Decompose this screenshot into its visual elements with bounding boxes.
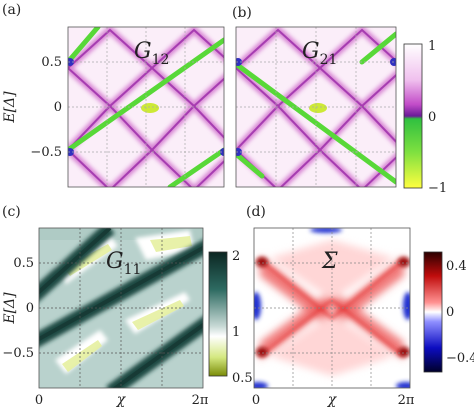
colorbar-c-tick: 0.4	[446, 259, 467, 274]
panel-a-ytick: −0.5	[30, 145, 62, 160]
colorbar-c-gradient	[423, 251, 443, 373]
panel-b-inset-label: G21	[302, 39, 337, 68]
colorbar-b-gradient	[208, 251, 228, 377]
panel-d-grid	[254, 228, 410, 388]
panel-b-heatmap	[236, 27, 396, 187]
colorbar-a-tick: −1	[428, 181, 447, 196]
panel-d-xtick: 0	[252, 393, 260, 408]
colorbar-b: 2 1 0.5	[208, 249, 253, 386]
panel-c-xlabel: χ	[116, 392, 127, 408]
colorbar-b-tick: 0.5	[232, 371, 253, 386]
panel-c-ylabel: E[Δ]	[2, 292, 18, 325]
panel-d-inset-label: Σ	[321, 249, 338, 274]
panel-d-heatmap	[254, 228, 410, 388]
panel-a-ylabel: E[Δ]	[2, 91, 18, 124]
colorbar-b-tick: 2	[232, 249, 240, 264]
colorbar-a-tick: 0	[428, 110, 436, 125]
panel-b: (b) G21	[232, 5, 397, 188]
panel-d: (d) Σ 0 χ 2π	[246, 204, 415, 408]
panel-a-ytick: 0	[54, 100, 62, 115]
colorbar-a: 1 0 −1	[403, 39, 447, 196]
panel-c-ytick: 0.5	[13, 256, 34, 271]
panel-c-xtick: 2π	[192, 393, 209, 408]
panel-c-inset-label: G11	[106, 249, 141, 278]
colorbar-c: 0.4 0 −0.4	[423, 251, 474, 373]
colorbar-b-tick: 1	[232, 325, 240, 340]
panel-c: (c) G11 0.5 0 −0.5 E[Δ] 0 χ 2π	[2, 204, 209, 408]
panel-c-ytick: 0	[26, 301, 34, 316]
panel-c-label: (c)	[2, 204, 21, 220]
panel-c-xtick: 0	[35, 393, 43, 408]
colorbar-a-tick: 1	[428, 39, 436, 54]
panel-c-ytick: −0.5	[2, 346, 34, 361]
panel-d-label: (d)	[246, 204, 266, 220]
panel-a: (a) G12 0.5 0 −0.5 E[Δ]	[2, 2, 225, 188]
panel-a-grid	[68, 27, 224, 187]
panel-b-grid	[236, 27, 396, 187]
panel-d-xlabel: χ	[327, 392, 338, 408]
panel-a-inset-label: G12	[134, 39, 169, 68]
colorbar-c-tick: 0	[446, 305, 454, 320]
colorbar-a-gradient	[403, 43, 423, 189]
panel-d-xtick: 2π	[398, 393, 415, 408]
panel-d-blue-regions	[254, 228, 410, 388]
panel-b-label: (b)	[232, 5, 252, 21]
panel-a-ytick: 0.5	[41, 55, 62, 70]
panel-c-grid	[39, 228, 203, 388]
colorbar-c-tick: −0.4	[446, 351, 474, 366]
panel-c-heatmap	[39, 228, 203, 388]
panel-a-heatmap	[68, 27, 224, 187]
panel-a-label: (a)	[2, 2, 21, 18]
